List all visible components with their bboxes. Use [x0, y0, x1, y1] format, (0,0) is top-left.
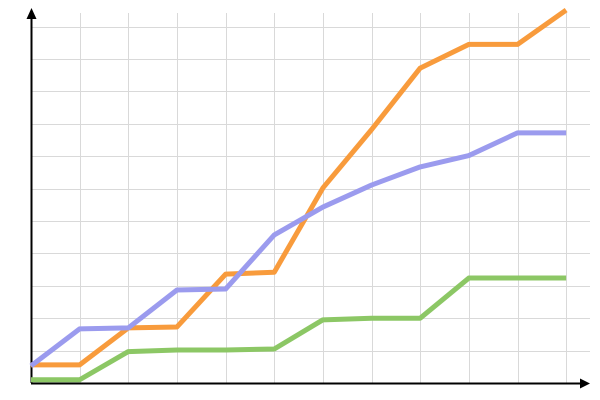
chart-axes [26, 8, 590, 389]
vertical-gridlines [31, 13, 567, 383]
y-axis-arrow-icon [26, 8, 37, 19]
series-line-green-series [31, 275, 567, 383]
x-axis-arrow-icon [580, 378, 590, 389]
series-line-purple-series [29, 130, 567, 368]
data-series-group [29, 8, 568, 383]
horizontal-gridlines [31, 27, 591, 352]
series-line-orange-series [31, 8, 568, 368]
